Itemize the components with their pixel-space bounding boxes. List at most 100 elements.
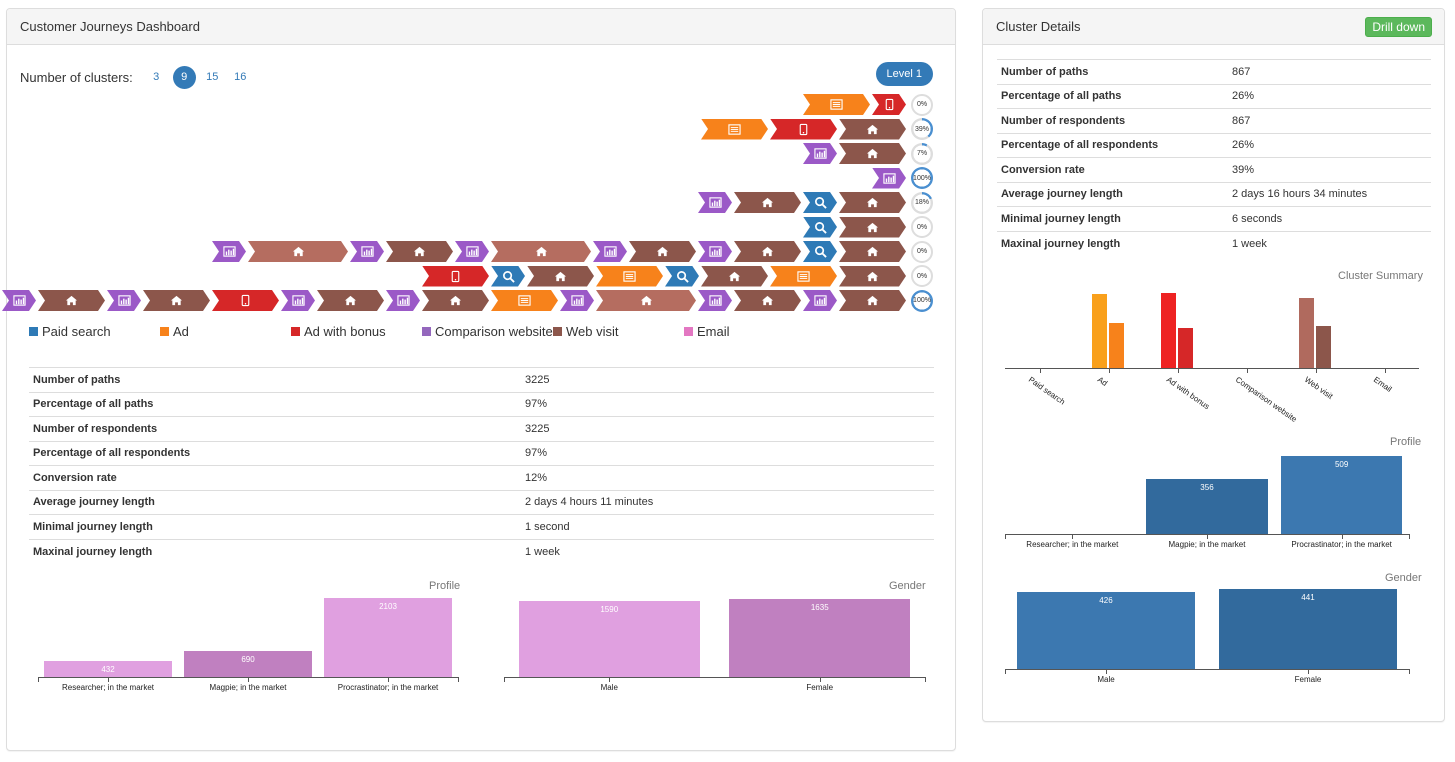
journey-step-web-visit[interactable] (491, 241, 591, 262)
conversion-percent-badge[interactable]: 100% (911, 289, 933, 312)
journey-step-comparison-website[interactable] (698, 192, 732, 213)
bar[interactable] (1298, 298, 1314, 368)
conversion-percent-badge[interactable]: 39% (911, 118, 933, 140)
bar-value-label: 1590 (600, 605, 619, 615)
journey-step-ad-with-bonus[interactable] (770, 119, 837, 140)
journey-step-web-visit[interactable] (317, 290, 384, 311)
conversion-percent-badge[interactable]: 0% (911, 216, 933, 238)
axis-tick (1409, 669, 1410, 674)
bar[interactable] (1108, 323, 1124, 368)
stat-label: Conversion rate (29, 465, 521, 490)
cluster-option-16[interactable]: 16 (234, 71, 247, 83)
journey-step-comparison-website[interactable] (872, 168, 906, 189)
journey-step-ad[interactable] (770, 266, 837, 287)
journey-step-comparison-website[interactable] (212, 241, 246, 262)
legend-label: Web visit (566, 324, 619, 339)
journey-step-paid-search[interactable] (665, 266, 699, 287)
bar[interactable]: 509 (1281, 456, 1403, 534)
journey-step-ad[interactable] (491, 290, 558, 311)
journey-step-web-visit[interactable] (839, 241, 906, 262)
journey-step-comparison-website[interactable] (560, 290, 594, 311)
journey-step-web-visit[interactable] (701, 266, 768, 287)
journey-step-web-visit[interactable] (596, 290, 696, 311)
journey-step-comparison-website[interactable] (281, 290, 315, 311)
journey-step-comparison-website[interactable] (350, 241, 384, 262)
bar-value-label: 432 (101, 664, 115, 674)
journey-step-web-visit[interactable] (422, 290, 489, 311)
journey-step-web-visit[interactable] (839, 192, 906, 213)
journey-step-web-visit[interactable] (629, 241, 696, 262)
chart-title: Cluster Summary (1338, 270, 1423, 282)
newspaper-icon (830, 98, 843, 111)
home-icon (866, 196, 879, 209)
journey-step-comparison-website[interactable] (455, 241, 489, 262)
axis-tick (925, 677, 926, 682)
bar[interactable]: 2103 (323, 598, 453, 677)
journey-step-ad-with-bonus[interactable] (872, 94, 906, 115)
journey-step-web-visit[interactable] (734, 241, 801, 262)
journey-step-comparison-website[interactable] (803, 290, 837, 311)
journey-step-web-visit[interactable] (839, 290, 906, 311)
stats-row: Maxinal journey length 1 week (997, 230, 1431, 256)
journey-step-comparison-website[interactable] (698, 290, 732, 311)
bar[interactable]: 426 (1017, 591, 1195, 669)
journey-step-web-visit[interactable] (143, 290, 210, 311)
conversion-percent-badge[interactable]: 0% (911, 93, 933, 116)
conversion-percent-badge[interactable]: 0% (911, 240, 933, 263)
stat-value: 3225 (521, 416, 934, 441)
journey-step-ad-with-bonus[interactable] (422, 266, 489, 287)
journey-step-ad[interactable] (596, 266, 663, 287)
bar[interactable]: 1590 (518, 601, 700, 677)
journey-step-paid-search[interactable] (803, 241, 837, 262)
category-label: Procrastinator; in the market (1291, 540, 1392, 549)
journey-step-web-visit[interactable] (839, 266, 906, 287)
search-icon (814, 221, 827, 234)
conversion-percent-badge[interactable]: 100% (911, 167, 933, 189)
stat-value: 867 (1228, 108, 1431, 133)
bar[interactable]: 1635 (729, 599, 911, 677)
journey-step-comparison-website[interactable] (698, 241, 732, 262)
conversion-percent-badge[interactable]: 18% (911, 191, 933, 214)
axis-tick (1005, 669, 1006, 674)
journey-step-paid-search[interactable] (803, 217, 837, 238)
journey-step-web-visit[interactable] (38, 290, 105, 311)
journey-step-web-visit[interactable] (734, 192, 801, 213)
level-button[interactable]: Level 1 (875, 62, 933, 86)
journey-step-web-visit[interactable] (527, 266, 594, 287)
category-label: Female (1294, 675, 1322, 684)
home-icon (640, 294, 653, 307)
journey-step-comparison-website[interactable] (107, 290, 141, 311)
bar[interactable] (1177, 328, 1193, 368)
journey-step-comparison-website[interactable] (2, 290, 36, 311)
journey-step-ad-with-bonus[interactable] (212, 290, 279, 311)
bar[interactable]: 441 (1219, 589, 1397, 669)
drill-down-button[interactable]: Drill down (1365, 17, 1432, 37)
chart-title: Profile (429, 580, 461, 592)
stat-value: 1 second (521, 514, 934, 539)
journey-step-web-visit[interactable] (734, 290, 801, 311)
journey-step-paid-search[interactable] (491, 266, 525, 287)
journey-step-paid-search[interactable] (803, 192, 837, 213)
bar[interactable] (1160, 293, 1176, 368)
journey-step-web-visit[interactable] (839, 217, 906, 238)
journey-step-web-visit[interactable] (386, 241, 453, 262)
journey-step-web-visit[interactable] (839, 119, 906, 140)
journey-step-comparison-website[interactable] (593, 241, 627, 262)
cluster-option-9[interactable]: 9 (172, 66, 196, 89)
bar[interactable] (1091, 294, 1107, 368)
conversion-percent-badge[interactable]: 0% (911, 265, 933, 287)
journey-step-comparison-website[interactable] (803, 143, 837, 164)
bar[interactable]: 356 (1146, 479, 1268, 534)
journey-step-ad[interactable] (701, 119, 768, 140)
journey-step-ad[interactable] (803, 94, 870, 115)
journey-step-web-visit[interactable] (248, 241, 348, 262)
journey-step-web-visit[interactable] (839, 143, 906, 164)
bar[interactable]: 432 (43, 660, 173, 677)
cluster-option-3[interactable]: 3 (153, 71, 160, 83)
conversion-percent-badge[interactable]: 7% (911, 142, 933, 165)
category-label: Magpie; in the market (209, 683, 287, 692)
cluster-option-15[interactable]: 15 (206, 71, 219, 83)
journey-step-comparison-website[interactable] (386, 290, 420, 311)
bar[interactable] (1315, 326, 1331, 368)
bar[interactable]: 690 (183, 651, 313, 677)
